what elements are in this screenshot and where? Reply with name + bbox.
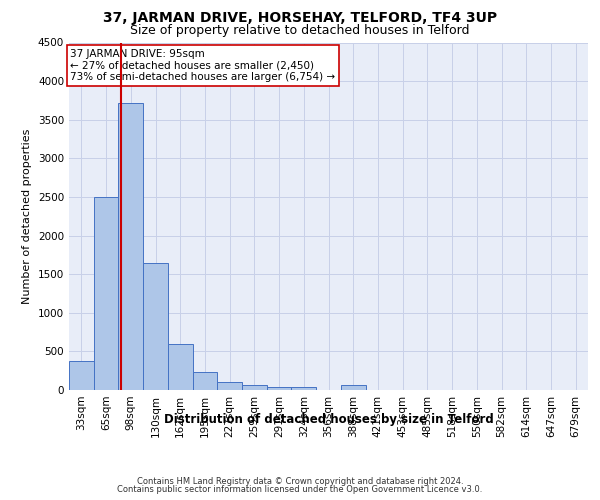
Y-axis label: Number of detached properties: Number of detached properties xyxy=(22,128,32,304)
Bar xyxy=(69,362,94,390)
Bar xyxy=(94,197,118,390)
Bar xyxy=(143,264,168,390)
Bar xyxy=(193,372,217,390)
Bar xyxy=(292,386,316,390)
Bar xyxy=(168,344,193,390)
Text: Distribution of detached houses by size in Telford: Distribution of detached houses by size … xyxy=(164,412,494,426)
Text: 37, JARMAN DRIVE, HORSEHAY, TELFORD, TF4 3UP: 37, JARMAN DRIVE, HORSEHAY, TELFORD, TF4… xyxy=(103,11,497,25)
Bar xyxy=(217,382,242,390)
Text: 37 JARMAN DRIVE: 95sqm
← 27% of detached houses are smaller (2,450)
73% of semi-: 37 JARMAN DRIVE: 95sqm ← 27% of detached… xyxy=(70,48,335,82)
Text: Contains HM Land Registry data © Crown copyright and database right 2024.: Contains HM Land Registry data © Crown c… xyxy=(137,477,463,486)
Bar xyxy=(242,385,267,390)
Bar xyxy=(341,385,365,390)
Text: Contains public sector information licensed under the Open Government Licence v3: Contains public sector information licen… xyxy=(118,485,482,494)
Text: Size of property relative to detached houses in Telford: Size of property relative to detached ho… xyxy=(130,24,470,37)
Bar xyxy=(118,102,143,390)
Bar xyxy=(267,386,292,390)
